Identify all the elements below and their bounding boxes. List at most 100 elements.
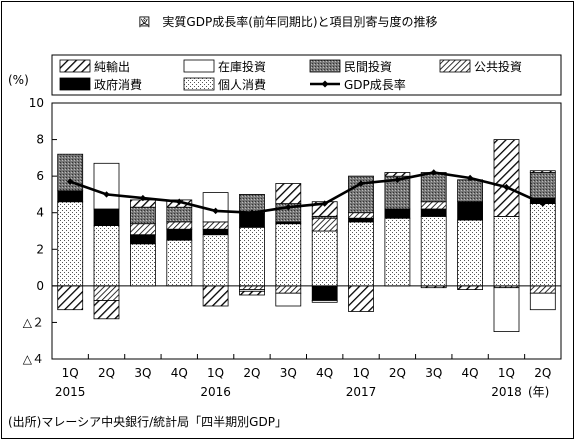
- x-tick-label-10: 3Q: [425, 366, 442, 380]
- bar-segment-13-4: [529, 292, 556, 311]
- y-tick-label-6: △２: [23, 315, 44, 329]
- gdp-point-1: [103, 191, 110, 198]
- bar-segment-8-1: [348, 217, 374, 223]
- legend-swatch-5: [183, 77, 215, 91]
- bar-segment-9-5: [384, 172, 411, 177]
- y-tick-label-4: 2: [36, 242, 44, 256]
- legend-swatch-4: [59, 77, 91, 91]
- bar-segment-13-3: [529, 172, 556, 199]
- bar-segment-1-1: [93, 208, 120, 227]
- year-label-0: 2015: [55, 385, 86, 399]
- bar-segment-10-2: [420, 201, 447, 210]
- x-tick-label-7: 4Q: [316, 366, 333, 380]
- bar-segment-4-1: [202, 228, 229, 236]
- bar-segment-8-0: [348, 221, 374, 287]
- y-tick-label-3: 4: [36, 206, 44, 220]
- bar-segment-9-1: [384, 208, 411, 219]
- bar-segment-8-2: [348, 212, 374, 219]
- bar-segment-0-0: [57, 201, 84, 287]
- gdp-line: [66, 169, 547, 216]
- bar-segment-5-5: [239, 290, 265, 296]
- x-tick-label-6: 3Q: [280, 366, 297, 380]
- bar-segment-7-2: [311, 217, 338, 232]
- bar-segment-7-1: [311, 285, 338, 301]
- x-tick-label-4: 1Q: [207, 366, 224, 380]
- bar-segment-5-2: [239, 285, 265, 290]
- gdp-point-3: [176, 198, 183, 205]
- gdp-point-10: [430, 169, 437, 176]
- x-tick-label-5: 2Q: [243, 366, 260, 380]
- y-tick-label-7: △４: [23, 352, 44, 366]
- y-tick-label-1: 8: [36, 133, 44, 147]
- year-label-4: 2016: [200, 385, 231, 399]
- x-tick-label-9: 2Q: [389, 366, 406, 380]
- bar-segment-6-5: [275, 183, 302, 205]
- gdp-point-12: [503, 183, 510, 191]
- bar-segment-4-0: [202, 234, 229, 287]
- legend-label-3: 公共投資: [474, 59, 522, 74]
- bar-segment-6-2: [275, 285, 302, 294]
- x-axis: 1Q 2015 2Q 3Q 4Q 1Q 2016 2Q 3Q 4Q 1Q 2017 2Q 3Q 4Q 1Q 20…: [51, 354, 562, 399]
- bar-segment-4-5: [202, 285, 229, 307]
- bar-segment-7-4: [311, 300, 338, 303]
- bar-segment-10-1: [420, 208, 447, 217]
- legend-line-marker: [321, 80, 329, 88]
- bar-segment-6-0: [275, 223, 302, 287]
- bar-segment-12-4: [493, 287, 520, 333]
- bar-segment-3-1: [166, 228, 193, 241]
- bar-segment-6-4: [275, 292, 302, 307]
- bar-segment-3-2: [166, 221, 193, 230]
- gdp-point-9: [394, 176, 401, 183]
- bar-segment-1-2: [93, 285, 120, 301]
- bars: [57, 139, 556, 333]
- bar-segment-7-0: [311, 230, 338, 287]
- bar-segment-12-0: [493, 215, 520, 287]
- bar-segment-13-5: [529, 170, 556, 173]
- y-axis-unit-label: (%): [8, 73, 29, 87]
- year-label-8: 2017: [346, 385, 377, 399]
- x-tick-label-13: 2Q: [534, 366, 551, 380]
- bar-segment-4-2: [202, 221, 229, 230]
- bar-segment-3-0: [166, 239, 193, 287]
- year-marker: (年): [528, 385, 549, 399]
- gdp-point-5: [248, 209, 256, 216]
- gdp-growth-line: [69, 171, 544, 215]
- legend-swatch-3: [439, 59, 471, 73]
- bar-segment-10-3: [420, 172, 447, 203]
- bar-segment-11-5: [457, 285, 484, 290]
- bar-segment-11-0: [457, 219, 484, 287]
- source-note: (出所)マレーシア中央銀行/統計局「四半期別GDP」: [8, 414, 287, 429]
- bar-segment-12-5: [493, 139, 520, 217]
- bar-segment-2-2: [129, 223, 156, 236]
- gdp-point-0: [66, 178, 74, 185]
- bar-segment-4-4: [202, 192, 229, 223]
- bar-segment-1-4: [93, 162, 120, 210]
- chart-title: 図 実質GDP成長率(前年同期比)と項目別寄与度の推移: [138, 14, 437, 29]
- x-tick-label-1: 2Q: [98, 366, 115, 380]
- plot-area: [51, 102, 562, 360]
- bar-segment-9-0: [384, 217, 411, 287]
- bar-segment-0-5: [57, 285, 84, 311]
- bar-segment-8-5: [348, 285, 374, 312]
- y-tick-label-5: 0: [36, 279, 44, 293]
- legend-label-0: 純輸出: [94, 59, 130, 74]
- legend-box: [51, 54, 562, 96]
- gdp-point-11: [466, 174, 474, 182]
- bar-segment-13-2: [529, 285, 556, 294]
- legend-label-5: 個人消費: [218, 77, 266, 92]
- bar-segment-2-3: [129, 206, 156, 225]
- bar-segment-5-0: [239, 226, 265, 287]
- x-tick-label-8: 1Q: [352, 366, 369, 380]
- legend-swatch-2: [309, 59, 341, 73]
- legend-label-1: 在庫投資: [218, 59, 266, 74]
- legend-label-6: GDP成長率: [344, 77, 406, 92]
- bar-segment-1-0: [93, 225, 120, 287]
- y-tick-label-0: 10: [29, 96, 44, 110]
- bar-segment-2-0: [129, 243, 156, 287]
- legend-swatch-0: [59, 59, 91, 73]
- y-tick-label-2: 6: [36, 169, 44, 183]
- legend-swatch-1: [183, 59, 215, 73]
- bar-segment-11-3: [457, 179, 484, 203]
